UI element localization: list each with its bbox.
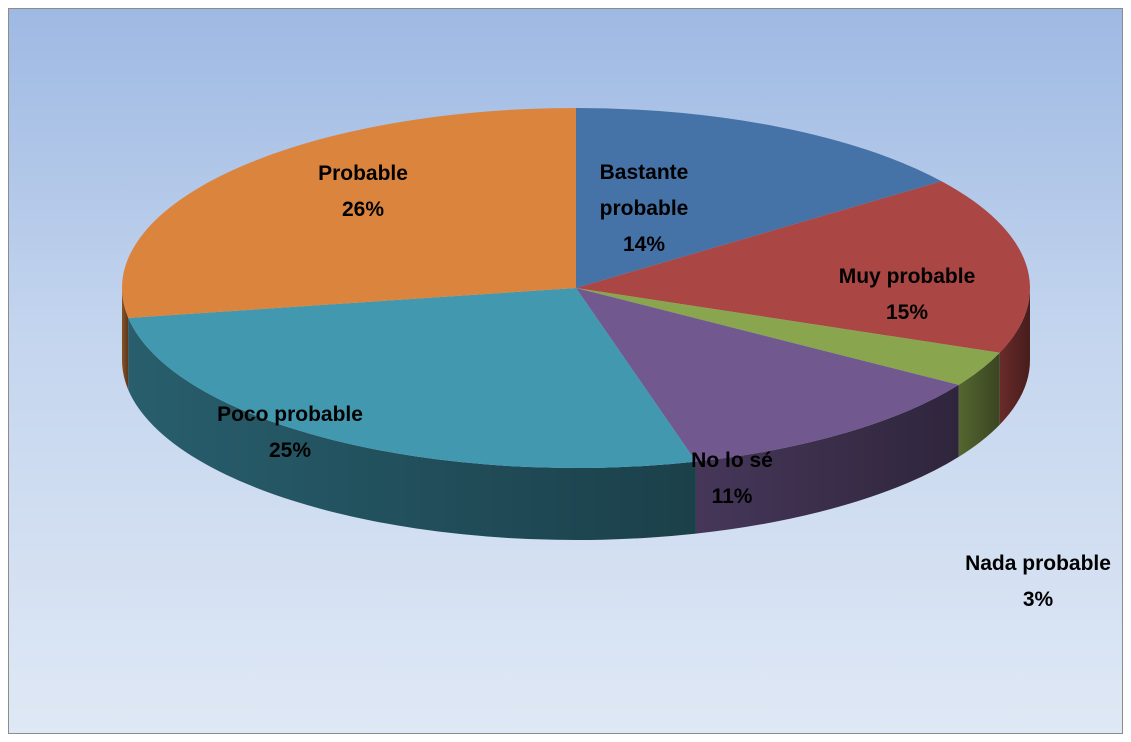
slice-category-label: Bastante (600, 161, 689, 184)
slice-side-1 (999, 288, 1030, 425)
slice-category-label: No lo sé (691, 449, 773, 472)
slice-category-label: probable (600, 197, 689, 220)
slice-top-5 (121, 108, 577, 318)
slice-percent-label: 11% (712, 485, 753, 508)
slice-category-label: Probable (318, 162, 408, 185)
slice-category-label: Muy probable (839, 265, 976, 288)
slice-category-label: Poco probable (217, 403, 363, 426)
slice-side-2 (958, 352, 1000, 457)
pie-top (121, 108, 1030, 469)
slice-side-4 (128, 317, 696, 540)
pie-sides (122, 288, 1030, 540)
slice-percent-label: 15% (886, 301, 928, 324)
slice-top-2 (576, 288, 1000, 385)
slice-label-3: No lo sé 11% (691, 449, 773, 508)
slice-label-2: Nada probable 3% (965, 552, 1111, 611)
slice-top-1 (576, 181, 1030, 353)
slice-percent-label: 25% (269, 439, 311, 462)
slice-top-3 (576, 288, 959, 462)
slice-label-5: Probable 26% (318, 162, 408, 221)
slice-percent-label: 3% (1023, 588, 1054, 611)
slice-side-5 (122, 288, 129, 390)
slice-category-label: Nada probable (965, 552, 1111, 575)
slice-top-0 (576, 108, 942, 288)
slice-percent-label: 26% (342, 198, 384, 221)
slice-label-4: Poco probable 25% (217, 403, 363, 462)
slice-top-4 (128, 288, 696, 469)
pie-labels: Bastante probable 14% Muy probable 15% Nada p… (217, 161, 1111, 611)
chart-area: Bastante probable 14% Muy probable 15% Nada p… (8, 8, 1123, 734)
pie-chart: Bastante probable 14% Muy probable 15% Nada p… (121, 108, 1111, 611)
slice-side-3 (695, 384, 959, 534)
slice-label-1: Muy probable 15% (839, 265, 976, 324)
slice-percent-label: 14% (623, 233, 665, 256)
slice-label-0: Bastante probable 14% (600, 161, 689, 256)
